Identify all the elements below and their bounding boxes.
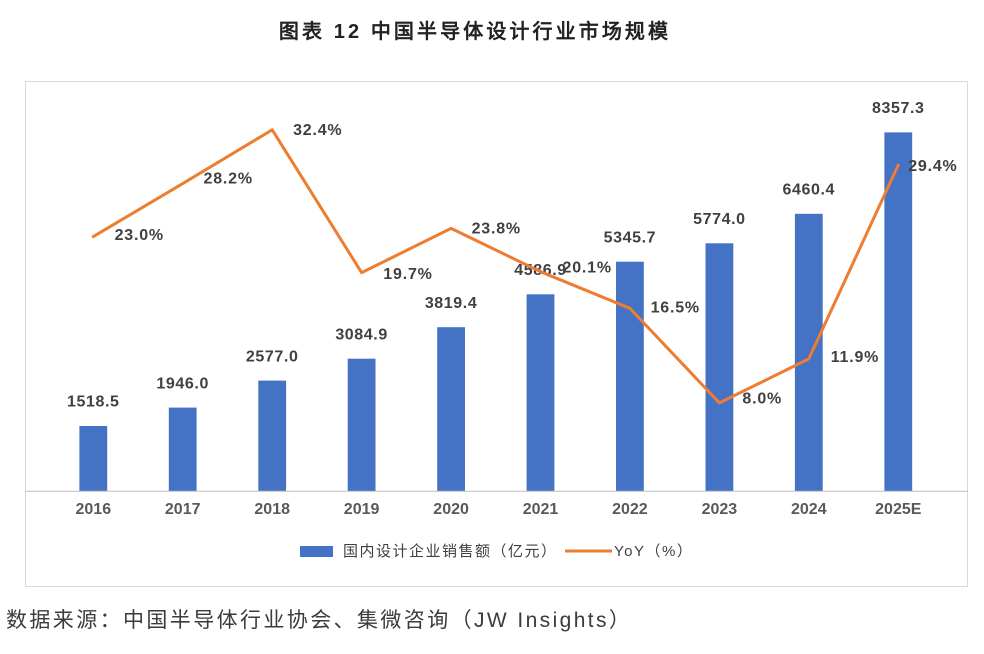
- svg-text:1518.5: 1518.5: [67, 394, 120, 411]
- svg-text:1946.0: 1946.0: [156, 375, 209, 392]
- svg-text:2017: 2017: [165, 501, 201, 518]
- svg-text:2577.0: 2577.0: [246, 348, 299, 365]
- svg-text:5345.7: 5345.7: [604, 229, 657, 246]
- svg-text:3819.4: 3819.4: [425, 295, 478, 312]
- svg-text:2025E: 2025E: [875, 501, 922, 518]
- svg-text:29.4%: 29.4%: [908, 158, 957, 175]
- svg-text:6460.4: 6460.4: [783, 182, 836, 199]
- svg-text:32.4%: 32.4%: [293, 122, 342, 139]
- svg-text:2023: 2023: [702, 501, 738, 518]
- svg-text:16.5%: 16.5%: [651, 300, 700, 317]
- svg-text:20.1%: 20.1%: [563, 259, 612, 276]
- svg-text:2019: 2019: [344, 501, 380, 518]
- svg-text:2022: 2022: [612, 501, 648, 518]
- svg-text:8.0%: 8.0%: [742, 391, 782, 408]
- svg-text:28.2%: 28.2%: [204, 171, 253, 188]
- svg-text:5774.0: 5774.0: [693, 211, 746, 228]
- svg-text:19.7%: 19.7%: [383, 266, 432, 283]
- svg-text:2018: 2018: [254, 501, 290, 518]
- svg-text:8357.3: 8357.3: [872, 100, 925, 117]
- svg-text:YoY（%）: YoY（%）: [614, 543, 693, 560]
- svg-text:2020: 2020: [433, 501, 469, 518]
- svg-text:国内设计企业销售额（亿元）: 国内设计企业销售额（亿元）: [343, 542, 558, 560]
- svg-text:2021: 2021: [523, 501, 559, 518]
- svg-text:3084.9: 3084.9: [335, 326, 388, 343]
- svg-text:11.9%: 11.9%: [831, 349, 879, 366]
- svg-text:2024: 2024: [791, 501, 827, 518]
- svg-text:2016: 2016: [76, 501, 112, 518]
- svg-text:23.0%: 23.0%: [115, 227, 164, 244]
- svg-text:23.8%: 23.8%: [472, 220, 521, 237]
